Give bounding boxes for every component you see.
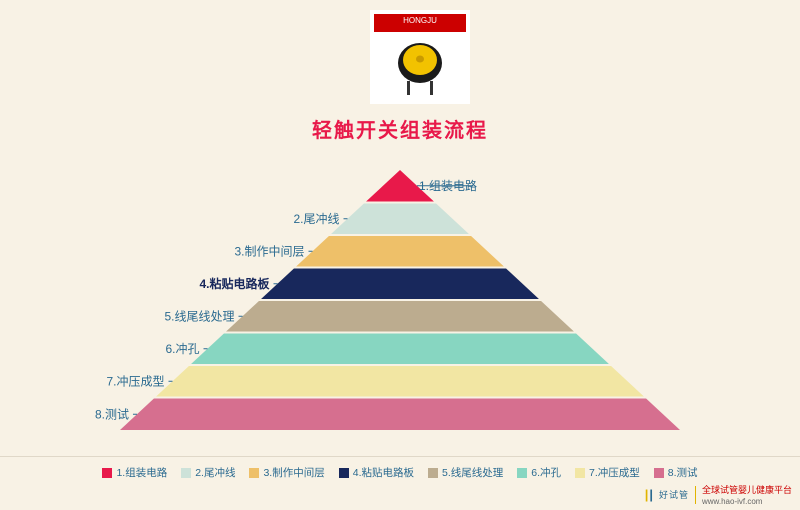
- pyramid-layer-4: [261, 269, 539, 300]
- layer-label-1: 1.组装电路: [419, 178, 477, 193]
- page-title: 轻触开关组装流程: [0, 114, 800, 143]
- pyramid-layer-5: [226, 301, 574, 332]
- layer-label-8: 8.测试: [95, 406, 129, 421]
- legend-label: 8.测试: [668, 465, 698, 480]
- legend-item-5: 5.线尾线处理: [428, 465, 503, 480]
- legend-item-7: 7.冲压成型: [575, 465, 640, 480]
- pyramid-layer-8: [120, 399, 680, 431]
- footer-divider: [695, 486, 696, 504]
- legend-swatch-icon: [339, 468, 349, 478]
- legend-swatch-icon: [428, 468, 438, 478]
- legend-label: 5.线尾线处理: [442, 465, 503, 480]
- pyramid-layer-7: [156, 366, 644, 397]
- legend-swatch-icon: [249, 468, 259, 478]
- layer-label-2: 2.尾冲线: [293, 211, 339, 226]
- layer-label-6: 6.冲孔: [165, 341, 199, 356]
- footer-logo-icon: ||: [645, 487, 653, 502]
- legend-label: 7.冲压成型: [589, 465, 640, 480]
- legend-item-6: 6.冲孔: [517, 465, 561, 480]
- layer-label-7: 7.冲压成型: [106, 373, 164, 388]
- layer-label-3: 3.制作中间层: [234, 243, 304, 258]
- footer-watermark: || 好试管 全球试管婴儿健康平台 www.hao-ivf.com: [645, 483, 792, 506]
- legend-item-8: 8.测试: [654, 465, 698, 480]
- legend-item-3: 3.制作中间层: [249, 465, 324, 480]
- footer-url: www.hao-ivf.com: [702, 497, 762, 506]
- layer-label-5: 5.线尾线处理: [164, 309, 234, 323]
- legend-label: 6.冲孔: [531, 465, 561, 480]
- brand-label: HONGJU: [374, 14, 466, 32]
- pyramid-layer-2: [331, 204, 469, 235]
- layer-label-4: 4.粘贴电路板: [199, 276, 270, 291]
- legend-label: 1.组装电路: [116, 465, 167, 480]
- device-illustration: [374, 32, 466, 102]
- pyramid-layer-3: [296, 236, 504, 267]
- legend-swatch-icon: [575, 468, 585, 478]
- legend-item-4: 4.粘贴电路板: [339, 465, 414, 480]
- pyramid-layer-6: [191, 334, 609, 365]
- legend-label: 4.粘贴电路板: [353, 465, 414, 480]
- legend-swatch-icon: [181, 468, 191, 478]
- footer-tagline: 全球试管婴儿健康平台: [702, 485, 792, 495]
- legend-label: 3.制作中间层: [263, 465, 324, 480]
- legend-swatch-icon: [654, 468, 664, 478]
- legend-swatch-icon: [102, 468, 112, 478]
- legend-item-1: 1.组装电路: [102, 465, 167, 480]
- product-image-block: HONGJU: [370, 10, 470, 104]
- legend-label: 2.尾冲线: [195, 465, 235, 480]
- legend: 1.组装电路 2.尾冲线 3.制作中间层 4.粘贴电路板 5.线尾线处理 6.冲…: [0, 456, 800, 480]
- tact-switch-icon: [385, 37, 455, 97]
- legend-swatch-icon: [517, 468, 527, 478]
- footer-brand: 好试管: [659, 488, 689, 501]
- pyramid-chart: 1.组装电路2.尾冲线3.制作中间层4.粘贴电路板5.线尾线处理6.冲孔7.冲压…: [120, 170, 680, 430]
- legend-item-2: 2.尾冲线: [181, 465, 235, 480]
